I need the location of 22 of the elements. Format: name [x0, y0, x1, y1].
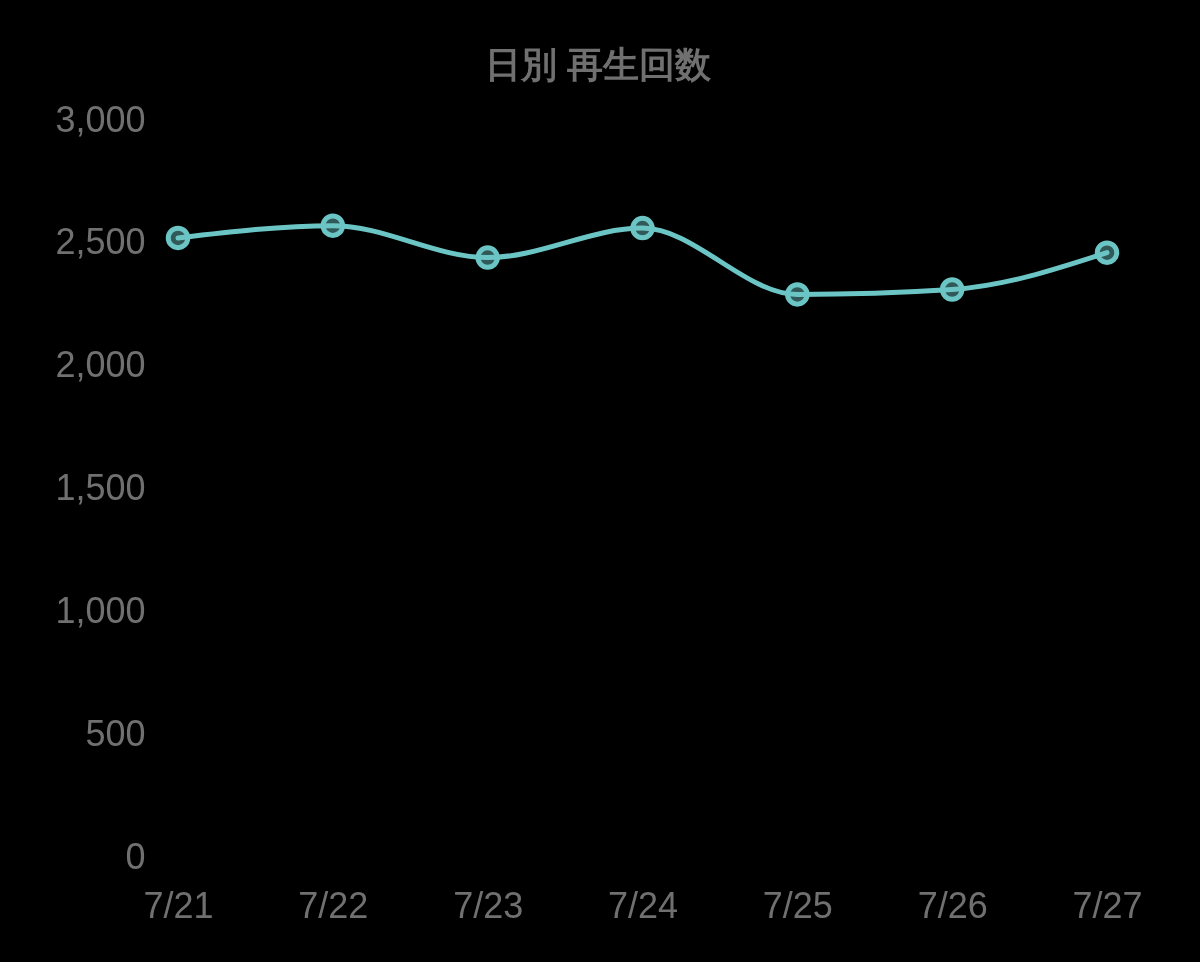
- x-tick-label: 7/24: [607, 884, 679, 926]
- y-tick-label: 3,000: [55, 98, 146, 140]
- point: [320, 213, 346, 238]
- y-tick-label: 0: [125, 835, 146, 877]
- x-tick-label: 7/25: [762, 884, 833, 926]
- x-tick-label: 7/21: [143, 884, 214, 926]
- point: [475, 245, 500, 270]
- point: [165, 225, 191, 251]
- y-tick-label: 2,500: [55, 221, 146, 263]
- point: [630, 215, 655, 241]
- point: [1094, 240, 1120, 265]
- y-tick-label: 500: [85, 712, 146, 754]
- x-tick-label: 7/26: [917, 884, 988, 926]
- point: [785, 282, 810, 307]
- x-tick-label: 7/22: [298, 884, 369, 926]
- y-tick-label: 1,000: [55, 589, 146, 631]
- chart-title: 日別 再生回数: [485, 44, 713, 85]
- x-tick-label: 7/27: [1072, 884, 1143, 926]
- point: [939, 277, 965, 302]
- x-tick-label: 7/23: [453, 884, 524, 926]
- y-tick-label: 1,500: [55, 467, 146, 508]
- y-tick-label: 2,000: [55, 344, 146, 386]
